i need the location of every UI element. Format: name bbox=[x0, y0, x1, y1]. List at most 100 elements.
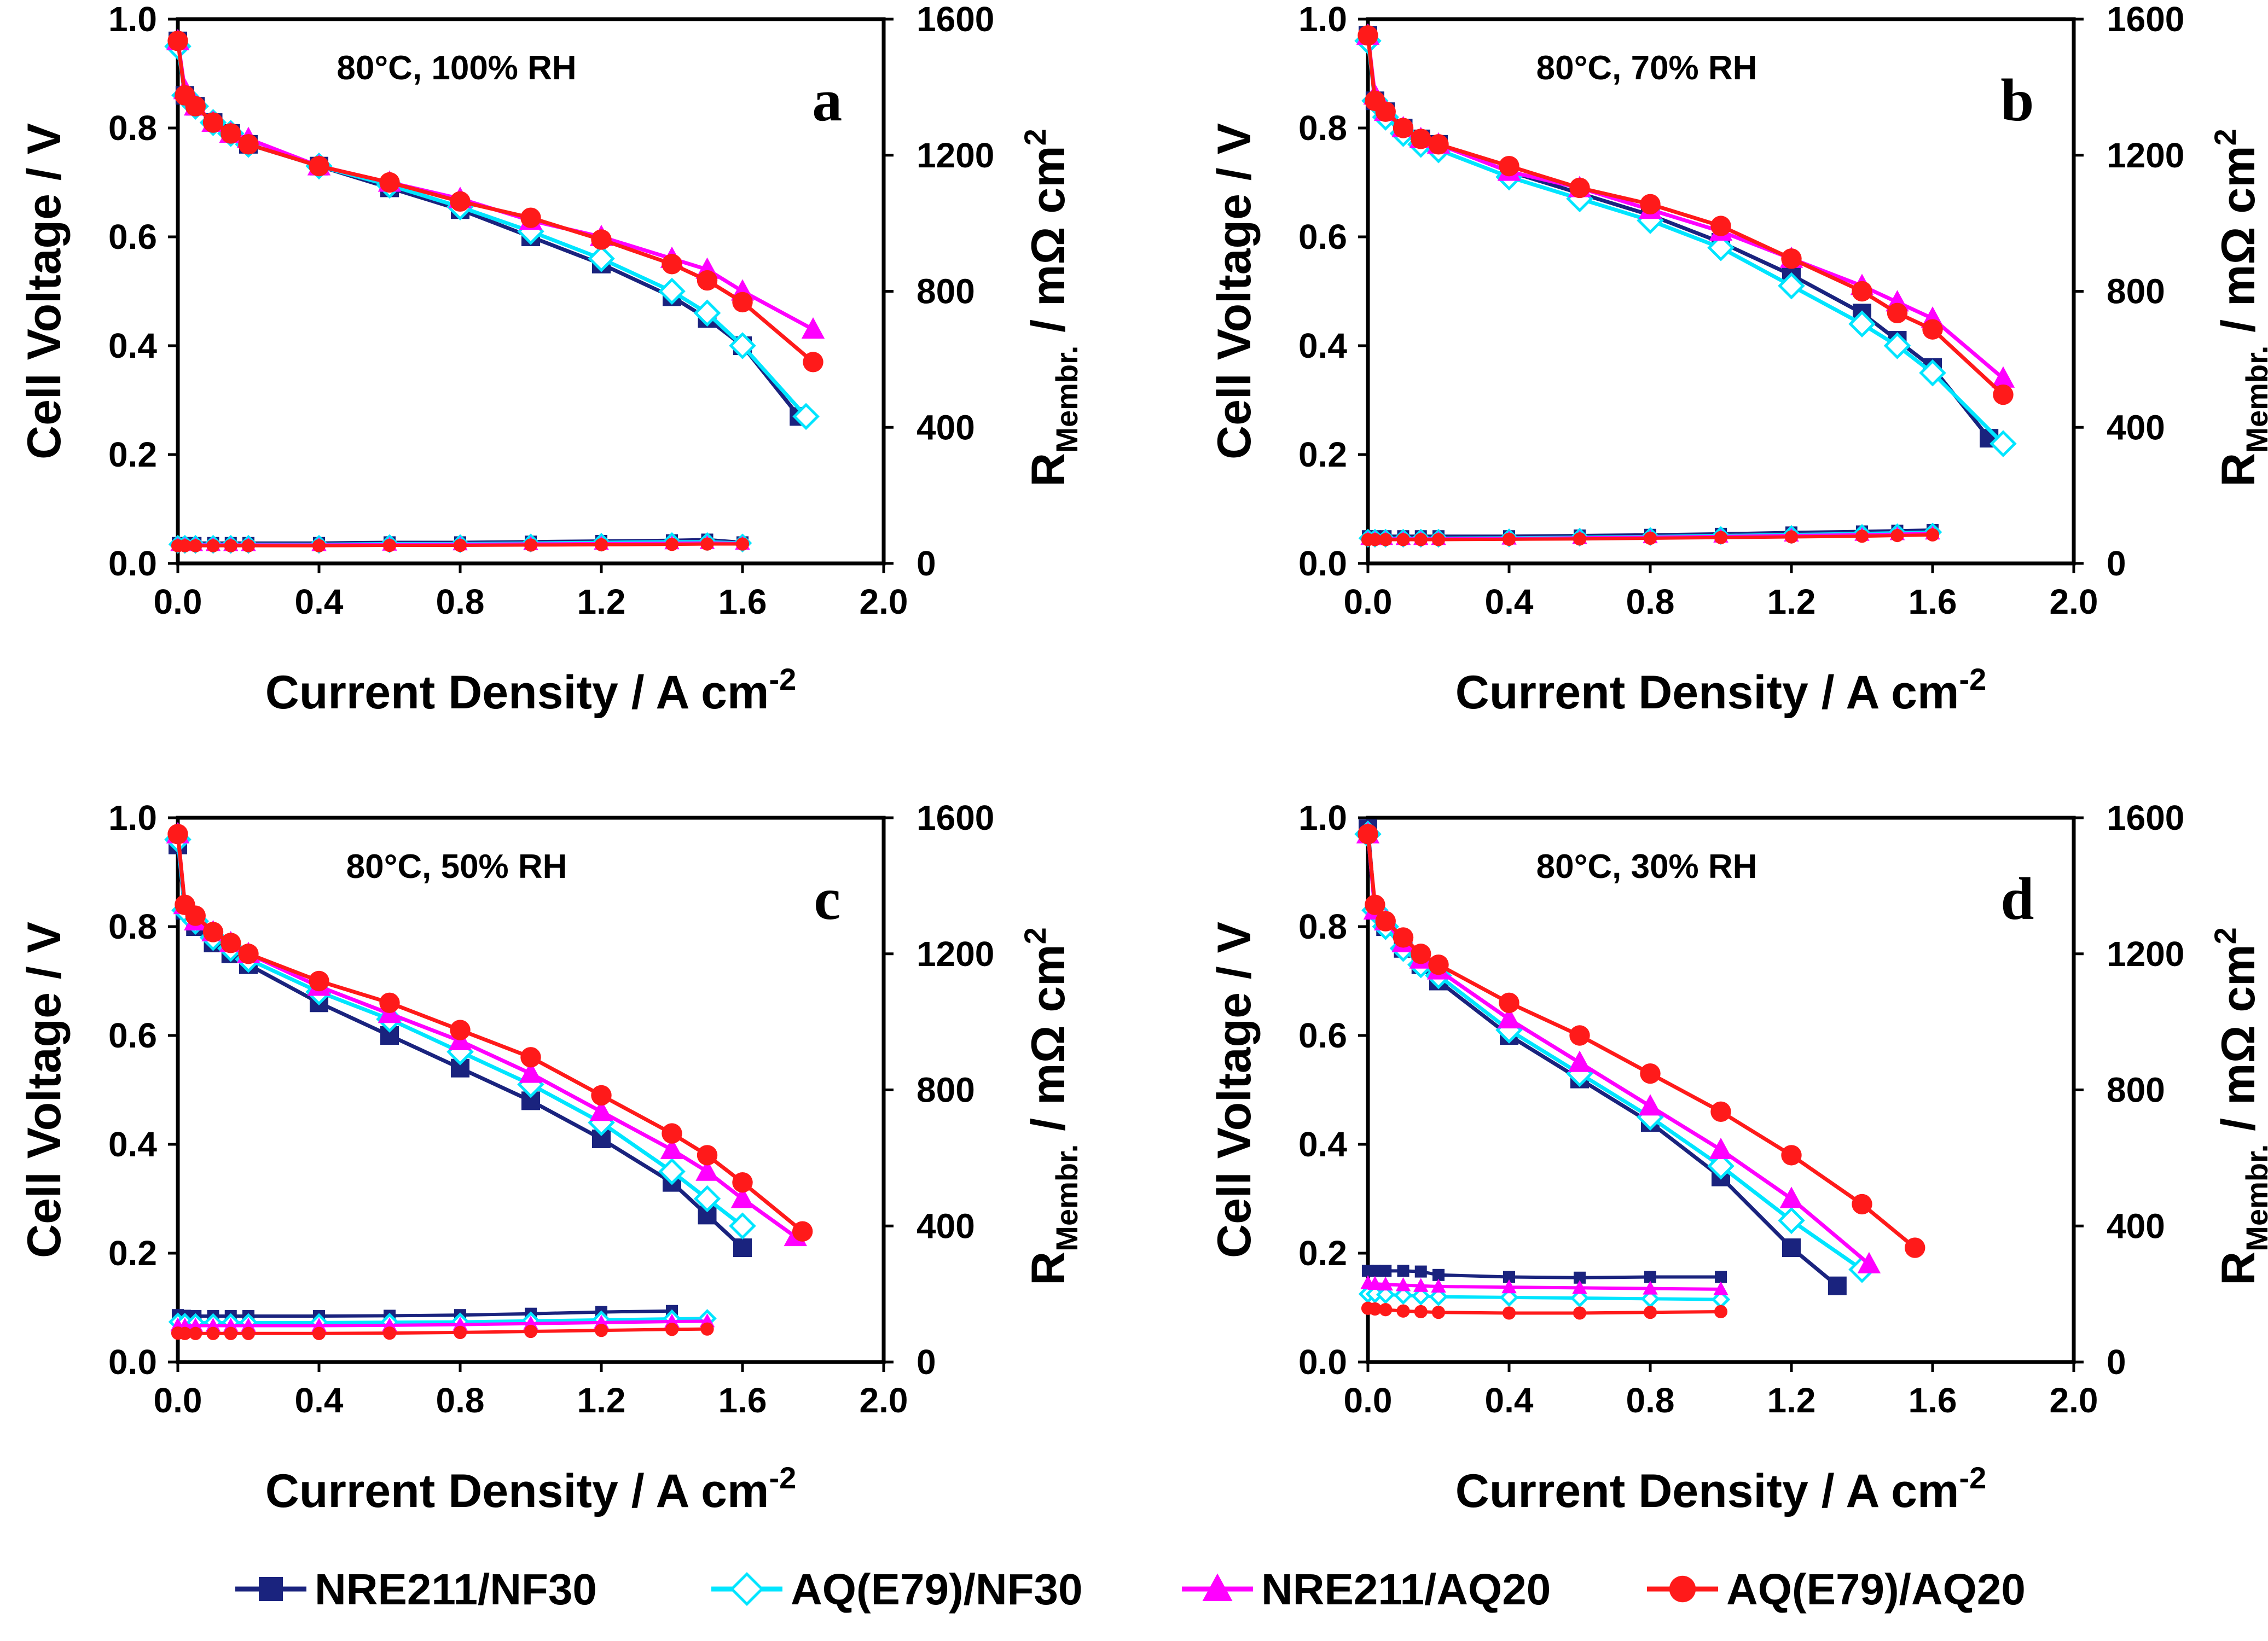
data-point bbox=[1710, 216, 1731, 236]
y-tick-label: 1.0 bbox=[1298, 0, 1347, 39]
y2-tick-label: 800 bbox=[2107, 272, 2165, 311]
y-tick-label: 0.6 bbox=[1298, 217, 1347, 257]
data-point bbox=[1358, 824, 1378, 845]
data-point bbox=[1644, 1271, 1656, 1283]
data-point bbox=[1573, 532, 1587, 546]
data-point bbox=[665, 1323, 679, 1336]
x-tick-label: 0.4 bbox=[295, 1381, 344, 1420]
data-point bbox=[1428, 134, 1449, 155]
y2-axis-title: RMembr. / mΩ cm2 bbox=[1018, 129, 1084, 487]
legend-item: NRE211/NF30 bbox=[235, 1565, 597, 1614]
data-point bbox=[1570, 1288, 1590, 1308]
y2-tick-label: 1200 bbox=[917, 934, 994, 974]
series-line bbox=[1366, 35, 2005, 397]
data-point bbox=[1828, 1276, 1847, 1295]
data-point bbox=[1395, 1277, 1411, 1291]
data-point bbox=[1396, 1304, 1410, 1318]
data-point bbox=[1857, 1252, 1881, 1273]
data-point bbox=[241, 1326, 256, 1340]
y-tick-label: 0.4 bbox=[108, 326, 157, 365]
x-axis-title: Current Density / A cm-2 bbox=[1455, 662, 1987, 719]
data-point bbox=[662, 1123, 682, 1144]
data-point bbox=[1643, 1306, 1657, 1319]
data-point bbox=[1887, 302, 1908, 323]
data-point bbox=[224, 1326, 237, 1340]
data-point bbox=[594, 538, 608, 551]
data-point bbox=[1638, 1094, 1662, 1116]
y2-tick-label: 400 bbox=[2107, 1206, 2165, 1246]
data-point bbox=[519, 1061, 543, 1083]
data-point bbox=[1784, 530, 1799, 544]
y2-tick-label: 0 bbox=[917, 1342, 936, 1382]
data-point bbox=[185, 905, 206, 926]
series-aq-e79-aq20-left bbox=[1358, 25, 2014, 405]
data-point bbox=[591, 229, 612, 250]
data-point bbox=[730, 1186, 755, 1208]
x-tick-label: 0.0 bbox=[154, 1381, 202, 1420]
data-point bbox=[1431, 533, 1446, 546]
data-point bbox=[735, 537, 750, 551]
data-point bbox=[695, 1159, 719, 1181]
data-point bbox=[1643, 531, 1657, 545]
data-point bbox=[1890, 528, 1904, 543]
y-axis-title: Cell Voltage / V bbox=[18, 922, 71, 1258]
data-point bbox=[178, 539, 192, 552]
x-tick-label: 0.8 bbox=[1626, 582, 1675, 621]
data-point bbox=[589, 1099, 613, 1121]
data-point bbox=[1782, 1238, 1801, 1258]
legend-label: AQ(E79)/NF30 bbox=[791, 1565, 1082, 1614]
y-tick-label: 0.2 bbox=[1298, 435, 1347, 474]
data-point bbox=[1502, 1306, 1516, 1320]
data-point bbox=[1779, 1186, 1803, 1208]
x-axis-title: Current Density / A cm-2 bbox=[1455, 1460, 1987, 1517]
data-point bbox=[1379, 533, 1393, 546]
series-nre211-aq20-left bbox=[166, 822, 807, 1247]
data-point bbox=[658, 277, 686, 305]
data-point bbox=[733, 1238, 752, 1258]
y-tick-label: 0.6 bbox=[108, 1016, 157, 1055]
y-tick-label: 0.0 bbox=[1298, 1342, 1347, 1382]
data-point bbox=[1503, 1271, 1515, 1283]
y2-tick-label: 1600 bbox=[2107, 798, 2184, 837]
data-point bbox=[1431, 1306, 1446, 1319]
data-point bbox=[224, 539, 237, 552]
data-point bbox=[1413, 1278, 1429, 1292]
data-point bbox=[206, 1326, 220, 1340]
y-tick-label: 1.0 bbox=[1298, 798, 1347, 837]
y2-tick-label: 0 bbox=[2107, 1342, 2126, 1382]
data-point bbox=[588, 245, 615, 272]
data-point bbox=[1781, 248, 1802, 269]
data-point bbox=[1568, 1050, 1592, 1072]
x-tick-label: 2.0 bbox=[860, 1381, 908, 1420]
y-tick-label: 0.6 bbox=[108, 217, 157, 257]
data-point bbox=[1640, 1063, 1661, 1084]
panel-letter: a bbox=[812, 67, 842, 133]
data-point bbox=[1715, 1271, 1727, 1283]
data-point bbox=[1368, 533, 1382, 546]
legend-item: NRE211/AQ20 bbox=[1182, 1565, 1551, 1614]
plot-frame bbox=[1366, 17, 2076, 566]
condition-label: 80°C, 30% RH bbox=[1536, 848, 1757, 886]
data-point bbox=[697, 270, 718, 291]
x-tick-label: 0.8 bbox=[1626, 1381, 1675, 1420]
data-point bbox=[221, 933, 241, 953]
data-point bbox=[1714, 1305, 1728, 1319]
series-line bbox=[1366, 35, 1991, 440]
data-point bbox=[660, 1137, 684, 1159]
x-axis-title: Current Density / A cm-2 bbox=[265, 662, 797, 719]
y2-tick-label: 0 bbox=[2107, 544, 2126, 583]
data-point bbox=[1411, 1287, 1431, 1306]
y2-axis-title: RMembr. / mΩ cm2 bbox=[2208, 927, 2268, 1285]
data-point bbox=[1640, 194, 1661, 214]
data-point bbox=[453, 538, 467, 552]
data-point bbox=[202, 922, 224, 942]
data-point bbox=[1375, 911, 1396, 932]
data-point bbox=[524, 1324, 538, 1339]
data-point bbox=[658, 1157, 686, 1185]
data-point bbox=[1376, 1285, 1395, 1305]
y2-tick-label: 400 bbox=[917, 408, 975, 447]
data-point bbox=[1414, 533, 1428, 546]
data-point bbox=[700, 1322, 714, 1336]
series-aq-e79-aq20-right bbox=[171, 537, 750, 552]
series-aq-e79-aq20-left bbox=[167, 31, 823, 373]
